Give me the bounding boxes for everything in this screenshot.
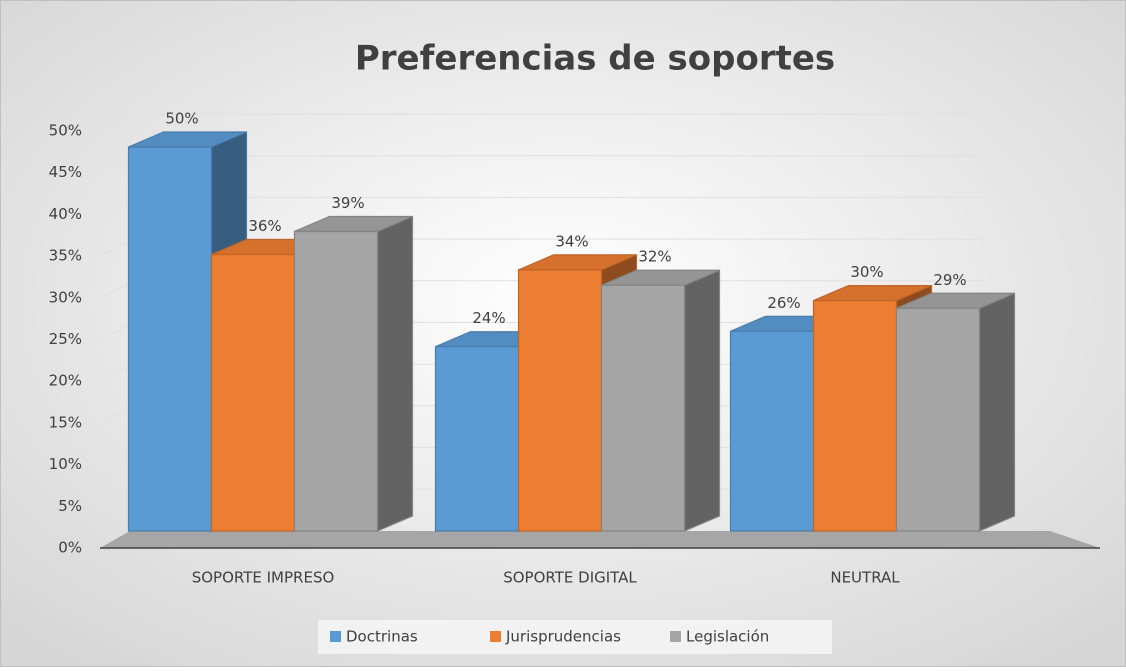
y-tick-label: 20% [49,372,82,390]
bar-front [600,284,686,532]
bar-front [127,146,213,532]
data-label: 30% [850,263,883,281]
bar-side [683,269,721,532]
bar-front [293,230,379,532]
chart-title: Preferencias de soportes [355,39,835,79]
bar [293,215,414,532]
bar-front [895,307,981,532]
y-tick-label: 45% [49,163,82,181]
y-tick-label: 35% [49,247,82,265]
legend-label: Legislación [686,628,769,646]
data-label: 29% [933,271,966,289]
legend [318,620,832,654]
legend-swatch [670,631,681,642]
bar [600,269,721,532]
y-tick-label: 40% [49,205,82,223]
data-label: 24% [472,309,505,327]
data-label: 34% [555,232,588,250]
y-tick-label: 30% [49,288,82,306]
bar-front [812,300,898,532]
data-label: 50% [165,110,198,128]
x-tick-label: SOPORTE DIGITAL [503,569,637,587]
y-tick-label: 25% [49,330,82,348]
data-label: 39% [331,194,364,212]
y-tick-label: 10% [49,455,82,473]
legend-swatch [330,631,341,642]
legend-label: Doctrinas [346,628,418,646]
data-label: 32% [638,248,671,266]
x-tick-label: NEUTRAL [830,569,900,587]
bar-front [210,253,296,532]
y-tick-label: 0% [58,539,82,557]
bar-front [434,346,520,532]
y-tick-label: 50% [49,122,82,140]
bar-side [376,215,414,532]
legend-label: Jurisprudencias [505,628,621,646]
data-label: 36% [248,217,281,235]
y-tick-label: 5% [58,497,82,515]
bar-front [729,330,815,532]
bar-front [517,269,603,532]
legend-swatch [490,631,501,642]
x-tick-label: SOPORTE IMPRESO [192,569,335,587]
y-tick-label: 15% [49,413,82,431]
bar [895,292,1016,532]
grid-line [99,113,985,132]
floor [100,531,1100,548]
bar-side [978,292,1016,532]
data-label: 26% [767,294,800,312]
